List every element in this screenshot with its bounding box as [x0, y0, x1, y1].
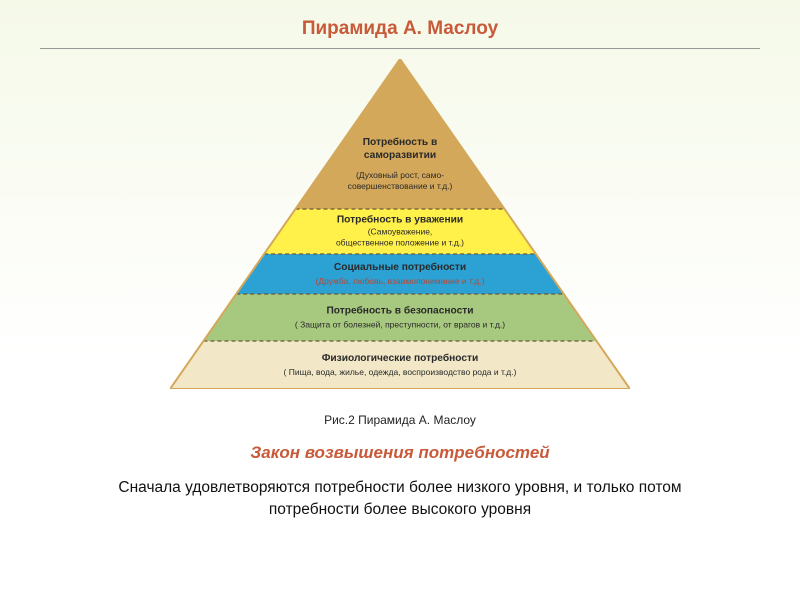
svg-text:Потребность в: Потребность в [363, 136, 438, 148]
svg-text:( Защита от болезней, преступн: ( Защита от болезней, преступности, от в… [295, 320, 505, 330]
svg-text:(Самоуважение,: (Самоуважение, [368, 227, 433, 237]
pyramid-container: Потребность в саморазвитии (Духовный рост,… [0, 49, 800, 409]
maslow-pyramid: Потребность в саморазвитии (Духовный рост,… [170, 59, 630, 389]
figure-caption: Рис.2 Пирамида А. Маслоу [0, 413, 800, 427]
title-text: Пирамида А. Маслоу [302, 18, 498, 39]
svg-text:(Духовный рост, само-: (Духовный рост, само- [356, 170, 444, 180]
svg-text:(Дружба, любовь, взаимопониман: (Дружба, любовь, взаимопонимание и т.д.) [316, 276, 485, 286]
svg-text:Потребность в безопасности: Потребность в безопасности [326, 305, 473, 317]
svg-text:( Пища, вода, жилье, одежда, в: ( Пища, вода, жилье, одежда, воспроизвод… [284, 367, 517, 377]
svg-text:саморазвитии: саморазвитии [364, 150, 436, 161]
law-title: Закон возвышения потребностей [0, 443, 800, 463]
page-title: Пирамида А. Маслоу [0, 0, 800, 46]
svg-text:Социальные потребности: Социальные потребности [334, 261, 466, 273]
law-text-line2: потребности более высокого уровня [269, 501, 531, 518]
svg-text:общественное положение и т.д.): общественное положение и т.д.) [336, 238, 464, 248]
svg-text:Потребность в уважении: Потребность в уважении [337, 214, 463, 226]
law-text: Сначала удовлетворяются потребности боле… [0, 477, 800, 522]
svg-text:Физиологические потребности: Физиологические потребности [322, 352, 479, 364]
law-text-line1: Сначала удовлетворяются потребности боле… [118, 479, 681, 496]
svg-text:совершенствование и т.д.): совершенствование и т.д.) [348, 181, 453, 191]
